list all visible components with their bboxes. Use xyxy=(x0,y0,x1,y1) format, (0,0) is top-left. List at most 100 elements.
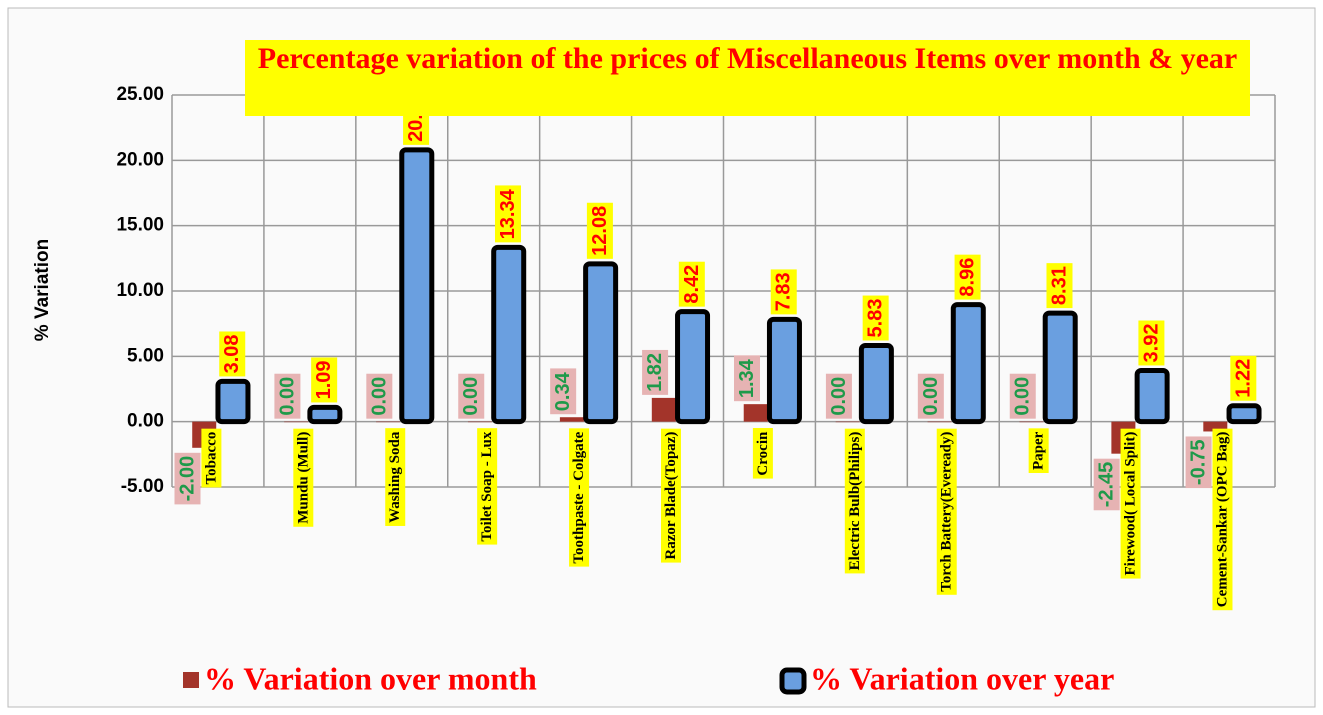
value-label-year-group: 1.22 xyxy=(1230,355,1257,401)
x-tick-label-group: Toilet Soap - Lux xyxy=(477,428,498,545)
value-label-year-bg xyxy=(219,331,246,377)
value-label-month-group: 0.00 xyxy=(825,373,852,419)
value-label-year: 1.09 xyxy=(313,360,335,399)
y-tick-label: 10.00 xyxy=(116,280,164,301)
value-label-year-group: 3.08 xyxy=(219,331,246,377)
value-label-year: 8.42 xyxy=(681,265,703,304)
x-tick-label-bg xyxy=(1212,428,1233,611)
value-label-year-bg xyxy=(586,202,613,259)
x-tick-label: Torch Battery(Eveready) xyxy=(939,432,955,592)
value-label-month-bg xyxy=(825,373,852,419)
bar-month xyxy=(1019,421,1044,423)
value-label-year: 12.08 xyxy=(589,206,611,256)
x-tick-label-group: Torch Battery(Eveready) xyxy=(936,428,957,595)
x-tick-label-group: Crocin xyxy=(752,428,773,479)
value-label-month: 0.00 xyxy=(276,377,298,416)
x-tick-label-bg xyxy=(293,428,314,527)
value-label-month: 0.00 xyxy=(920,377,942,416)
x-tick-label-group: Washing Soda xyxy=(385,428,406,526)
value-label-month: 0.00 xyxy=(828,377,850,416)
value-label-year: 8.31 xyxy=(1048,266,1070,305)
value-label-month-bg xyxy=(642,349,669,395)
bar-year xyxy=(583,261,619,425)
bar-year xyxy=(1134,367,1170,425)
value-label-month: 1.82 xyxy=(644,353,666,392)
y-tick-label: 0.00 xyxy=(127,411,164,432)
bar-month xyxy=(284,421,309,423)
legend-swatch xyxy=(183,672,199,688)
value-label-month-group: 1.82 xyxy=(642,349,669,395)
value-label-month-bg xyxy=(274,373,301,419)
x-tick-label: Paper xyxy=(1031,431,1047,470)
value-label-year-group: 8.42 xyxy=(678,261,705,307)
bar-month xyxy=(1203,421,1228,432)
x-tick-label: Cement-Sankar (OPC Bag) xyxy=(1214,432,1230,608)
value-label-month-bg xyxy=(366,373,393,419)
bar-year xyxy=(766,316,802,425)
value-label-month: -2.45 xyxy=(1096,462,1118,508)
value-label-month-bg xyxy=(734,355,761,402)
bar-month xyxy=(376,421,401,423)
x-tick-label-bg xyxy=(1120,428,1141,579)
value-label-year: 13.34 xyxy=(497,188,519,239)
value-label-month-group: 1.34 xyxy=(734,355,761,402)
value-label-year: 3.08 xyxy=(221,334,243,373)
legend-label: % Variation over year xyxy=(810,660,1114,696)
value-label-month: 1.34 xyxy=(736,358,758,398)
x-tick-label-bg xyxy=(385,428,406,526)
x-tick-label-bg xyxy=(844,428,865,574)
value-label-month-group: 0.00 xyxy=(274,373,301,419)
value-label-month-group: -0.75 xyxy=(1185,436,1212,489)
value-label-year-bg xyxy=(311,357,338,403)
value-label-year: 1.22 xyxy=(1232,359,1254,398)
x-tick-label: Electric Bulb(Philips) xyxy=(847,432,863,571)
value-label-year-bg xyxy=(770,269,797,315)
bar-year xyxy=(1042,310,1078,425)
bar-year xyxy=(491,244,527,425)
value-label-year: 7.83 xyxy=(773,272,795,311)
value-label-month: 0.34 xyxy=(552,371,574,411)
value-label-month: -2.00 xyxy=(177,456,199,502)
bar-year xyxy=(950,302,986,425)
x-tick-label: Tobacco xyxy=(203,432,219,485)
value-label-year-group: 1.09 xyxy=(311,357,338,403)
value-label-month: 0.00 xyxy=(368,377,390,416)
x-tick-label: Toilet Soap - Lux xyxy=(479,431,495,541)
bar-month xyxy=(835,421,860,423)
x-tick-label: Razor Blade(Topaz) xyxy=(663,432,679,560)
x-tick-label-bg xyxy=(660,428,681,563)
x-tick-label-group: Tobacco xyxy=(201,428,222,488)
x-tick-label-group: Firewood( Local Split) xyxy=(1120,428,1141,579)
bar-month xyxy=(467,421,492,423)
x-tick-label-bg xyxy=(477,428,498,545)
bar-month xyxy=(743,404,768,422)
y-tick-label: -5.00 xyxy=(121,476,164,497)
chart-title: Percentage variation of the prices of Mi… xyxy=(245,40,1250,116)
x-tick-label-bg xyxy=(752,428,773,479)
value-label-month-group: 0.00 xyxy=(1009,373,1036,419)
value-label-year-group: 13.34 xyxy=(494,185,521,243)
x-tick-label: Firewood( Local Split) xyxy=(1123,432,1139,576)
bar-month xyxy=(651,397,676,422)
value-label-year-group: 3.92 xyxy=(1138,320,1165,366)
x-tick-label-group: Razor Blade(Topaz) xyxy=(660,428,681,563)
value-label-year: 5.83 xyxy=(865,299,887,338)
x-tick-label-group: Cement-Sankar (OPC Bag) xyxy=(1212,428,1233,611)
value-label-year-group: 8.96 xyxy=(954,254,981,300)
value-label-month-bg xyxy=(174,452,201,505)
x-tick-label-bg xyxy=(1028,428,1049,473)
value-label-month-group: 0.00 xyxy=(917,373,944,419)
value-label-year: 3.92 xyxy=(1140,324,1162,363)
value-label-year-group: 8.31 xyxy=(1046,263,1073,309)
y-tick-label: 5.00 xyxy=(127,345,164,366)
value-label-month-bg xyxy=(1093,458,1120,511)
value-label-year-bg xyxy=(1230,355,1257,401)
x-tick-label-group: Electric Bulb(Philips) xyxy=(844,428,865,574)
value-label-year-group: 5.83 xyxy=(862,295,889,341)
value-label-month-bg xyxy=(917,373,944,419)
value-label-month: 0.00 xyxy=(460,377,482,416)
value-label-year-bg xyxy=(1138,320,1165,366)
x-tick-label-group: Mundu (Mull) xyxy=(293,428,314,527)
